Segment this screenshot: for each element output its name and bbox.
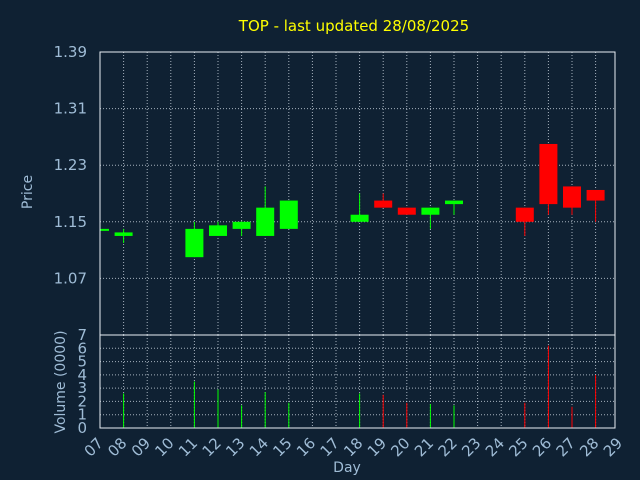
volume-tick-label: 4	[77, 366, 87, 384]
candle-body-13	[232, 221, 251, 229]
day-tick-label: 13	[222, 434, 248, 460]
day-tick-label: 19	[364, 434, 390, 460]
candle-body-19	[374, 200, 393, 208]
price-tick-label: 1.07	[54, 269, 87, 287]
volume-panel-frame	[99, 334, 616, 429]
day-tick-label: 28	[576, 434, 602, 460]
volume-tick-label: 2	[77, 392, 87, 410]
day-tick-label: 12	[199, 434, 225, 460]
day-tick-label: 08	[104, 434, 130, 460]
candle-body-21	[421, 207, 440, 215]
day-tick-label: 15	[269, 434, 295, 460]
candle-body-08	[114, 232, 133, 236]
price-tick-label: 1.31	[54, 100, 87, 118]
day-tick-label: 23	[458, 434, 484, 460]
day-tick-label: 09	[128, 434, 154, 460]
volume-tick-label: 6	[77, 339, 87, 357]
day-tick-label: 21	[411, 434, 437, 460]
volume-tick-label: 3	[77, 379, 87, 397]
chart-title: TOP - last updated 28/08/2025	[238, 17, 469, 35]
day-tick-label: 25	[505, 434, 531, 460]
day-tick-label: 20	[387, 434, 413, 460]
candle-body-11	[185, 228, 204, 258]
candle-body-12	[209, 225, 227, 236]
day-tick-label: 14	[246, 434, 272, 460]
candle-body-07	[100, 228, 109, 231]
price-axis-label: Price	[20, 175, 36, 209]
volume-tick-label: 1	[77, 406, 87, 424]
price-tick-label: 1.39	[54, 43, 87, 61]
day-tick-label: 11	[175, 434, 201, 460]
candle-body-25	[515, 207, 534, 222]
candle-body-14	[256, 207, 275, 236]
day-tick-label: 26	[529, 434, 555, 460]
candle-body-27	[563, 186, 581, 208]
volume-axis-label: Volume (0000)	[53, 330, 69, 433]
price-tick-label: 1.15	[54, 213, 87, 231]
price-panel-frame	[99, 51, 616, 336]
candle-body-15	[279, 200, 298, 229]
day-tick-label: 17	[317, 434, 343, 460]
day-axis-label: Day	[333, 460, 361, 476]
candle-body-20	[397, 207, 416, 215]
day-tick-label: 07	[81, 434, 107, 460]
candle-body-28	[586, 189, 605, 201]
day-tick-label: 22	[435, 434, 461, 460]
candle-body-18	[350, 214, 369, 222]
price-tick-label: 1.23	[54, 156, 87, 174]
day-tick-label: 16	[293, 434, 319, 460]
candle-body-26	[539, 143, 558, 205]
day-tick-label: 24	[482, 434, 508, 460]
candle-body-22	[445, 200, 463, 205]
volume-tick-label: 7	[77, 326, 87, 344]
day-tick-label: 18	[340, 434, 366, 460]
day-tick-label: 10	[151, 434, 177, 460]
volume-tick-label: 0	[77, 419, 87, 437]
volume-tick-label: 5	[77, 353, 87, 371]
day-tick-label: 27	[553, 434, 579, 460]
day-tick-label: 29	[600, 434, 626, 460]
